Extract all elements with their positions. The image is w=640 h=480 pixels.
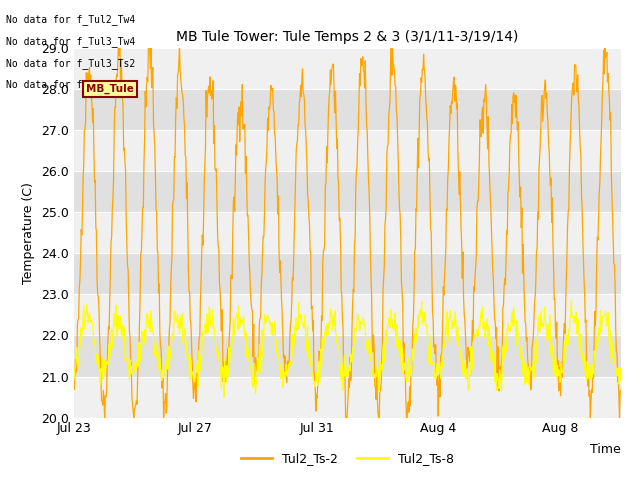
Text: MB_Tule: MB_Tule <box>86 84 134 94</box>
Tul2_Ts-8 <box>269 333 277 339</box>
Legend: Tul2_Ts-2, Tul2_Ts-8: Tul2_Ts-2, Tul2_Ts-8 <box>236 447 459 470</box>
Text: No data for f_Tul3_Tw4: No data for f_Tul3_Tw4 <box>6 36 136 47</box>
Line: Tul2_Ts-8: Tul2_Ts-8 <box>74 301 621 397</box>
Bar <box>74 89 621 130</box>
Tul2_Ts-2 <box>270 108 278 114</box>
Bar <box>74 253 621 294</box>
Tul2_Ts-2 <box>300 91 307 96</box>
Y-axis label: Temperature (C): Temperature (C) <box>22 182 35 284</box>
Bar <box>74 336 621 376</box>
Tul2_Ts-8 <box>568 298 575 304</box>
Tul2_Ts-8 <box>220 394 228 400</box>
Tul2_Ts-2 <box>381 222 388 228</box>
Bar <box>74 171 621 212</box>
Tul2_Ts-8 <box>198 329 206 335</box>
Tul2_Ts-2 <box>70 380 77 385</box>
Tul2_Ts-2 <box>116 35 124 40</box>
Text: No data for f_Tul3_Ts8: No data for f_Tul3_Ts8 <box>6 79 136 90</box>
Tul2_Ts-2 <box>90 106 97 111</box>
Tul2_Ts-2 <box>101 415 109 420</box>
Title: MB Tule Tower: Tule Temps 2 & 3 (3/1/11-3/19/14): MB Tule Tower: Tule Temps 2 & 3 (3/1/11-… <box>176 30 518 44</box>
Tul2_Ts-8 <box>380 346 388 352</box>
Tul2_Ts-8 <box>70 377 77 383</box>
Tul2_Ts-8 <box>299 321 307 326</box>
Tul2_Ts-8 <box>617 366 625 372</box>
Line: Tul2_Ts-2: Tul2_Ts-2 <box>74 37 621 418</box>
Tul2_Ts-2 <box>617 387 625 393</box>
Text: Time: Time <box>590 444 621 456</box>
Tul2_Ts-8 <box>513 343 520 348</box>
Tul2_Ts-2 <box>513 114 521 120</box>
Tul2_Ts-2 <box>200 217 207 223</box>
Text: No data for f_Tul3_Ts2: No data for f_Tul3_Ts2 <box>6 58 136 69</box>
Tul2_Ts-8 <box>90 330 97 336</box>
Text: No data for f_Tul2_Tw4: No data for f_Tul2_Tw4 <box>6 14 136 25</box>
